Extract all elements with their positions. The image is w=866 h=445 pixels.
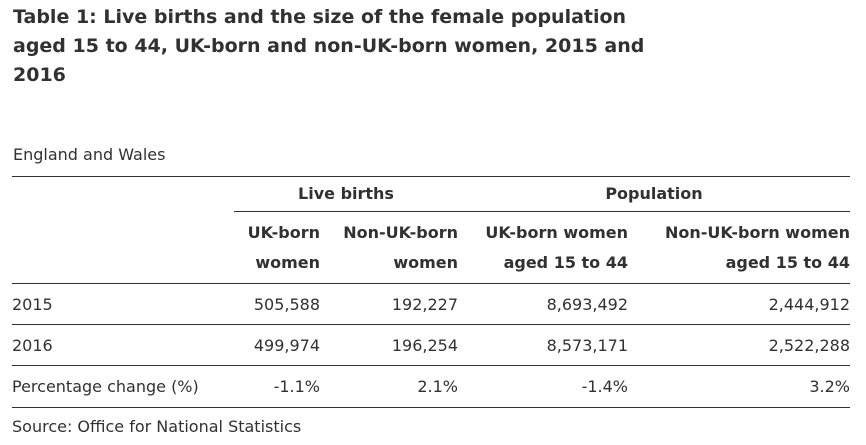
table-cell: 8,693,492 (458, 283, 628, 325)
table-cell: -1.1% (234, 365, 320, 408)
column-header-line: Non-UK-born women (664, 222, 850, 242)
table-cell: 8,573,171 (458, 324, 628, 366)
column-group-row: Live births Population (12, 176, 850, 212)
table-cell: 2.1% (320, 365, 458, 408)
column-header-line: UK-born (247, 222, 320, 242)
column-header-line: aged 15 to 44 (725, 252, 850, 272)
column-header-line: women (393, 252, 458, 272)
group-header-live-births: Live births (234, 176, 458, 212)
row-label: Percentage change (%) (12, 365, 234, 408)
column-header-line: aged 15 to 44 (503, 252, 628, 272)
column-header-row: UK-born women Non-UK-born women UK-born … (12, 211, 850, 284)
column-header-uk-born-births: UK-born women (234, 211, 320, 284)
column-header-line: Non-UK-born (343, 222, 458, 242)
row-label: 2016 (12, 324, 234, 366)
source-note: Source: Office for National Statistics (12, 417, 302, 436)
table-title: Table 1: Live births and the size of the… (13, 6, 645, 86)
column-header-uk-born-population: UK-born women aged 15 to 44 (458, 211, 628, 284)
table-cell: 505,588 (234, 283, 320, 325)
column-header-non-uk-born-births: Non-UK-born women (320, 211, 458, 284)
table-cell: 196,254 (320, 324, 458, 366)
table-cell: -1.4% (458, 365, 628, 408)
group-header-population: Population (458, 176, 850, 212)
table-cell: 2,444,912 (628, 283, 850, 325)
table-row-2015: 2015 505,588 192,227 8,693,492 2,444,912 (12, 283, 850, 325)
table-cell: 2,522,288 (628, 324, 850, 366)
table-row-percentage-change: Percentage change (%) -1.1% 2.1% -1.4% 3… (12, 365, 850, 408)
column-header-line: women (255, 252, 320, 272)
table-cell: 192,227 (320, 283, 458, 325)
table-row-2016: 2016 499,974 196,254 8,573,171 2,522,288 (12, 324, 850, 366)
column-header-line: UK-born women (485, 222, 628, 242)
table-cell: 3.2% (628, 365, 850, 408)
births-population-table: Live births Population UK-born women Non… (12, 176, 850, 408)
group-header-blank (12, 176, 234, 212)
row-label: 2015 (12, 283, 234, 325)
geography-label: England and Wales (13, 145, 166, 164)
column-header-blank (12, 211, 234, 284)
table-cell: 499,974 (234, 324, 320, 366)
column-header-non-uk-born-population: Non-UK-born women aged 15 to 44 (628, 211, 850, 284)
